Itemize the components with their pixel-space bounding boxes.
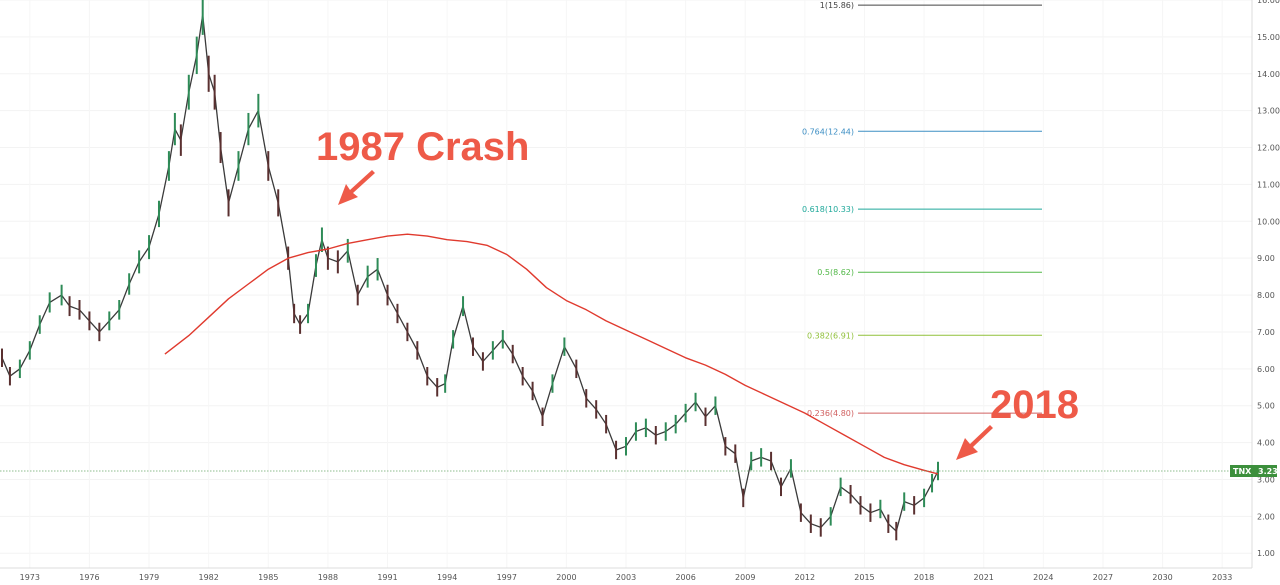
annotation-2018: 2018 bbox=[990, 383, 1079, 427]
arrow-1987-crash bbox=[338, 170, 375, 205]
x-tick-label: 1976 bbox=[79, 573, 99, 582]
fib-level-label: 0.5(8.62) bbox=[817, 268, 854, 277]
x-tick-label: 2000 bbox=[556, 573, 576, 582]
y-tick-label: 15.00 bbox=[1257, 33, 1280, 42]
x-tick-label: 1991 bbox=[377, 573, 397, 582]
x-tick-label: 1979 bbox=[139, 573, 159, 582]
x-tick-label: 2009 bbox=[735, 573, 755, 582]
y-tick-label: 16.00 bbox=[1257, 0, 1280, 5]
x-tick-label: 2030 bbox=[1152, 573, 1172, 582]
x-tick-label: 1982 bbox=[198, 573, 218, 582]
fib-level-label: 0.382(6.91) bbox=[807, 331, 854, 340]
current-value-tag-bg bbox=[1230, 464, 1277, 477]
moving-average-line bbox=[164, 233, 939, 475]
y-tick-label: 9.00 bbox=[1257, 254, 1275, 263]
y-tick-label: 10.00 bbox=[1257, 217, 1280, 226]
x-tick-label: 1973 bbox=[20, 573, 40, 582]
annotation-1987-crash: 1987 Crash bbox=[316, 125, 529, 169]
fib-level-label: 1(15.86) bbox=[820, 1, 854, 10]
y-axis-ticks: 1.00 2.00 3.00 4.00 5.00 6.00 7.00 8.00 9.00 10.0… bbox=[1257, 0, 1280, 558]
fib-level-label: 0.618(10.33) bbox=[802, 205, 854, 214]
x-tick-label: 1994 bbox=[437, 573, 457, 582]
tag-value: 3.23 bbox=[1258, 467, 1278, 476]
y-tick-label: 7.00 bbox=[1257, 328, 1275, 337]
y-tick-label: 11.00 bbox=[1257, 180, 1280, 189]
moving-average-series bbox=[164, 233, 939, 475]
y-tick-label: 3.00 bbox=[1257, 475, 1275, 484]
y-tick-label: 2.00 bbox=[1257, 512, 1275, 521]
tag-symbol: TNX bbox=[1233, 467, 1252, 476]
y-tick-label: 4.00 bbox=[1257, 439, 1275, 448]
y-tick-label: 5.00 bbox=[1257, 402, 1275, 411]
y-tick-label: 13.00 bbox=[1257, 107, 1280, 116]
x-tick-label: 1985 bbox=[258, 573, 278, 582]
annotations: 1987 Crash 2018 bbox=[316, 125, 1079, 460]
x-tick-label: 2027 bbox=[1093, 573, 1113, 582]
fibonacci-levels: 1(15.86) 0.764(12.44) 0.618(10.33) 0.5(8.62… bbox=[802, 1, 1042, 418]
x-tick-label: 2021 bbox=[974, 573, 994, 582]
price-series bbox=[0, 0, 940, 541]
y-tick-label: 12.00 bbox=[1257, 144, 1280, 153]
x-tick-label: 1997 bbox=[497, 573, 517, 582]
y-tick-label: 14.00 bbox=[1257, 70, 1280, 79]
x-tick-label: 2003 bbox=[616, 573, 636, 582]
x-tick-label: 2006 bbox=[675, 573, 695, 582]
x-tick-label: 2012 bbox=[795, 573, 815, 582]
y-tick-label: 6.00 bbox=[1257, 365, 1275, 374]
x-axis-ticks: 1973 1976 1979 1982 1985 1988 1991 1994 1997 2000… bbox=[20, 573, 1233, 582]
x-tick-label: 2033 bbox=[1212, 573, 1232, 582]
grid bbox=[0, 0, 1252, 554]
current-value-tag: TNX 3.23 bbox=[1230, 464, 1278, 477]
price-line bbox=[1, 14, 939, 532]
x-tick-label: 1988 bbox=[318, 573, 338, 582]
fib-level-label: 0.764(12.44) bbox=[802, 127, 854, 136]
fib-level-label: 0.236(4.80) bbox=[807, 409, 854, 418]
arrow-2018 bbox=[956, 425, 993, 460]
y-tick-label: 1.00 bbox=[1257, 549, 1275, 558]
y-tick-label: 8.00 bbox=[1257, 291, 1275, 300]
x-tick-label: 2024 bbox=[1033, 573, 1053, 582]
x-tick-label: 2018 bbox=[914, 573, 934, 582]
x-tick-label: 2015 bbox=[854, 573, 874, 582]
